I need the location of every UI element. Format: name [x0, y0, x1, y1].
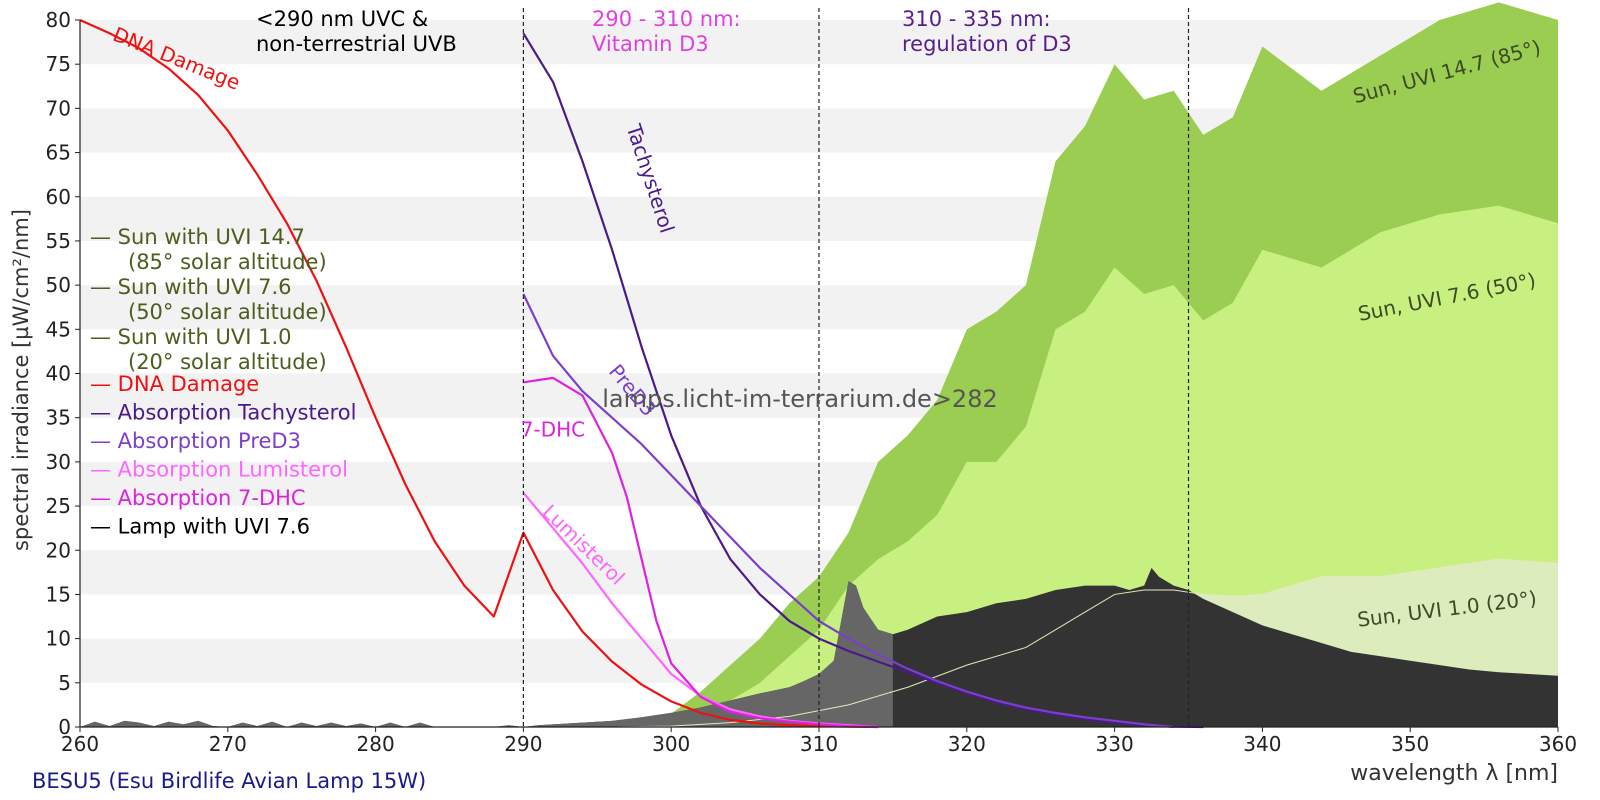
curve-label-7-dhc: 7-DHC — [521, 417, 585, 441]
y-tick-label: 10 — [46, 627, 71, 651]
legend-item: — Absorption PreD3 — [90, 429, 301, 453]
y-tick-label: 0 — [58, 715, 71, 739]
lamp-name: BESU5 (Esu Birdlife Avian Lamp 15W) — [32, 769, 426, 793]
legend-item: — Sun with UVI 14.7 — [90, 225, 305, 249]
x-tick-label: 290 — [504, 732, 542, 756]
y-tick-label: 60 — [46, 185, 71, 209]
region-label-1-line2: non-terrestrial UVB — [256, 32, 457, 56]
region-label-3-line2: regulation of D3 — [902, 32, 1072, 56]
region-label-1: <290 nm UVC & — [256, 7, 428, 31]
y-tick-label: 65 — [46, 141, 71, 165]
x-tick-label: 310 — [800, 732, 838, 756]
x-tick-label: 270 — [209, 732, 247, 756]
y-tick-label: 30 — [46, 450, 71, 474]
x-tick-label: 260 — [61, 732, 99, 756]
x-tick-label: 320 — [948, 732, 986, 756]
y-tick-label: 25 — [46, 494, 71, 518]
legend-item: — Sun with UVI 1.0 — [90, 325, 292, 349]
y-axis-label: spectral irradiance [µW/cm²/nm] — [9, 209, 33, 551]
x-tick-label: 340 — [1243, 732, 1281, 756]
x-tick-label: 300 — [652, 732, 690, 756]
legend-item: — Absorption Lumisterol — [90, 458, 348, 482]
x-tick-label: 350 — [1391, 732, 1429, 756]
area-series-group — [80, 2, 1559, 728]
grid-band — [80, 20, 1558, 65]
legend-item-detail: (20° solar altitude) — [128, 350, 327, 374]
region-label-2: 290 - 310 nm: — [592, 7, 741, 31]
legend-item: — Lamp with UVI 7.6 — [90, 515, 310, 539]
y-tick-label: 50 — [46, 273, 71, 297]
line-absorption-7-dhc — [523, 376, 879, 729]
region-annotations: <290 nm UVC &non-terrestrial UVB 290 - 31… — [256, 7, 1072, 56]
y-tick-label: 35 — [46, 406, 71, 430]
line-sun-uvi-1-0-outline — [612, 558, 1559, 728]
x-tick-label: 330 — [1096, 732, 1134, 756]
region-boundaries — [522, 8, 1190, 727]
region-label-3: 310 - 335 nm: — [902, 7, 1051, 31]
y-tick-label: 70 — [46, 96, 71, 120]
watermark: lamps.licht-im-terrarium.de>282 — [602, 385, 998, 413]
legend-item: — Absorption 7-DHC — [90, 486, 306, 510]
legend-item: — Sun with UVI 7.6 — [90, 275, 292, 299]
line-absorption-pred3 — [522, 293, 1174, 729]
y-tick-label: 75 — [46, 52, 71, 76]
legend-item-detail: (50° solar altitude) — [128, 300, 327, 324]
line-dna-damage — [79, 18, 879, 729]
legend: — Sun with UVI 14.7(85° solar altitude)—… — [90, 225, 356, 539]
x-axis-label: wavelength λ [nm] — [1350, 761, 1558, 786]
line-absorption-tachysterol — [522, 32, 1204, 729]
axes: 260 270 280 290 300 310 320 330 340 350 360 0 5 10 15 2… — [46, 8, 1578, 756]
y-tick-label: 80 — [46, 8, 71, 32]
y-tick-label: 45 — [46, 317, 71, 341]
legend-item-detail: (85° solar altitude) — [128, 250, 327, 274]
x-tick-label: 280 — [357, 732, 395, 756]
y-tick-label: 15 — [46, 582, 71, 606]
y-tick-label: 20 — [46, 538, 71, 562]
y-tick-label: 40 — [46, 362, 71, 386]
y-tick-label: 55 — [46, 229, 71, 253]
x-tick-label: 360 — [1539, 732, 1577, 756]
legend-item: — Absorption Tachysterol — [90, 401, 356, 425]
y-tick-label: 5 — [58, 671, 71, 695]
legend-item: — DNA Damage — [90, 372, 259, 396]
region-label-2-line2: Vitamin D3 — [592, 32, 709, 56]
